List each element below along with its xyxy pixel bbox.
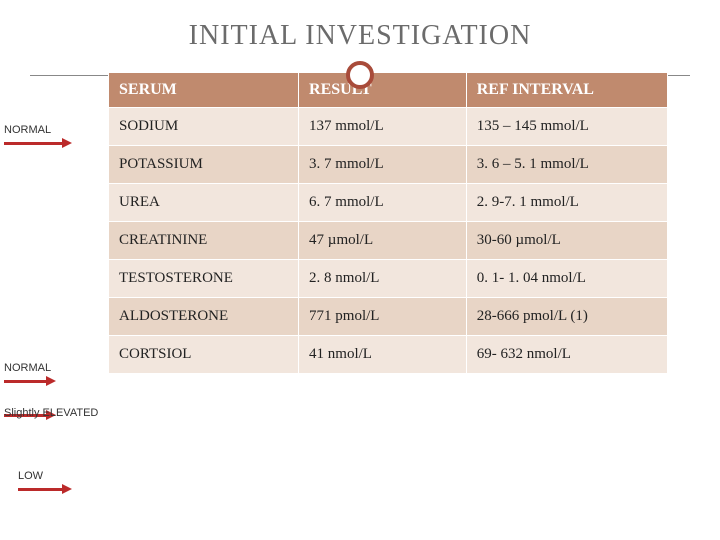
- cell-result: 771 pmol/L: [299, 298, 467, 336]
- annotation-normal-1: NORMAL: [4, 124, 72, 148]
- table-header-row: SERUM RESULT REF INTERVAL: [109, 73, 668, 108]
- cell-result: 137 mmol/L: [299, 108, 467, 146]
- annotation-slightly-elevated: Slightly ELEVATED: [4, 407, 98, 419]
- cell-serum: TESTOSTERONE: [109, 260, 299, 298]
- divider-circle-icon: [346, 61, 374, 89]
- col-serum: SERUM: [109, 73, 299, 108]
- arrow-icon: [4, 376, 56, 386]
- results-table: SERUM RESULT REF INTERVAL SODIUM 137 mmo…: [108, 72, 668, 374]
- table-row: UREA 6. 7 mmol/L 2. 9-7. 1 mmol/L: [109, 184, 668, 222]
- cell-serum: POTASSIUM: [109, 146, 299, 184]
- cell-ref: 28-666 pmol/L (1): [466, 298, 667, 336]
- cell-ref: 2. 9-7. 1 mmol/L: [466, 184, 667, 222]
- table-row: SODIUM 137 mmol/L 135 – 145 mmol/L: [109, 108, 668, 146]
- arrow-line: [4, 142, 62, 145]
- cell-result: 41 nmol/L: [299, 336, 467, 374]
- cell-serum: UREA: [109, 184, 299, 222]
- cell-ref: 0. 1- 1. 04 nmol/L: [466, 260, 667, 298]
- arrow-line: [18, 488, 62, 491]
- arrow-icon: [4, 138, 72, 148]
- slide: INITIAL INVESTIGATION NORMAL NORMAL: [0, 0, 720, 540]
- cell-serum: SODIUM: [109, 108, 299, 146]
- cell-ref: 69- 632 nmol/L: [466, 336, 667, 374]
- annotation-normal-2: NORMAL: [4, 362, 56, 386]
- arrow-icon: [18, 484, 72, 494]
- table-row: POTASSIUM 3. 7 mmol/L 3. 6 – 5. 1 mmol/L: [109, 146, 668, 184]
- col-ref: REF INTERVAL: [466, 73, 667, 108]
- cell-ref: 30-60 µmol/L: [466, 222, 667, 260]
- cell-result: 47 µmol/L: [299, 222, 467, 260]
- cell-serum: CORTSIOL: [109, 336, 299, 374]
- arrow-head-icon: [62, 138, 72, 148]
- cell-result: 6. 7 mmol/L: [299, 184, 467, 222]
- page-title: INITIAL INVESTIGATION: [0, 20, 720, 52]
- content-area: NORMAL NORMAL Slightly ELEVATED: [0, 72, 690, 374]
- col-result: RESULT: [299, 73, 467, 108]
- cell-result: 3. 7 mmol/L: [299, 146, 467, 184]
- arrow-line: [4, 380, 46, 383]
- cell-result: 2. 8 nmol/L: [299, 260, 467, 298]
- cell-serum: CREATININE: [109, 222, 299, 260]
- cell-serum: ALDOSTERONE: [109, 298, 299, 336]
- cell-ref: 3. 6 – 5. 1 mmol/L: [466, 146, 667, 184]
- annotation-label: NORMAL: [4, 362, 51, 374]
- annotation-label: NORMAL: [4, 124, 51, 136]
- annotation-low: LOW: [18, 470, 72, 494]
- table-row: ALDOSTERONE 771 pmol/L 28-666 pmol/L (1): [109, 298, 668, 336]
- annotation-label: LOW: [18, 470, 43, 482]
- table-row: CREATININE 47 µmol/L 30-60 µmol/L: [109, 222, 668, 260]
- arrow-head-icon: [62, 484, 72, 494]
- table-row: TESTOSTERONE 2. 8 nmol/L 0. 1- 1. 04 nmo…: [109, 260, 668, 298]
- cell-ref: 135 – 145 mmol/L: [466, 108, 667, 146]
- table-row: CORTSIOL 41 nmol/L 69- 632 nmol/L: [109, 336, 668, 374]
- annotation-label: Slightly ELEVATED: [4, 407, 98, 419]
- arrow-head-icon: [46, 376, 56, 386]
